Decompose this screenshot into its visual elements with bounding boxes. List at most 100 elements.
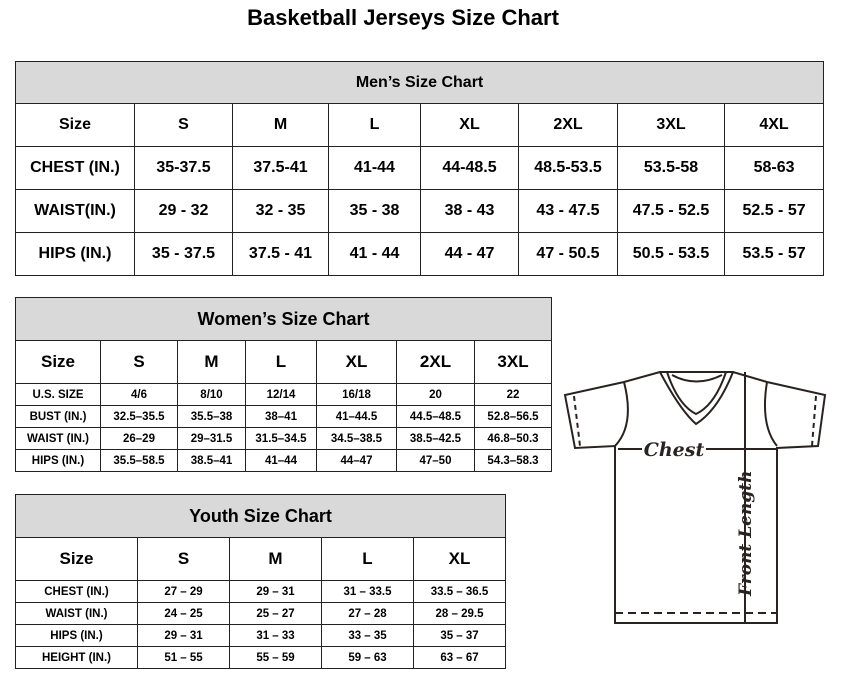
- table-cell: 31 – 33: [229, 624, 322, 647]
- table-cell: L: [328, 103, 421, 147]
- table-cell: 41–44.5: [316, 405, 397, 428]
- table-cell: 26–29: [100, 427, 178, 450]
- row-label: WAIST(IN.): [15, 189, 135, 233]
- table-cell: 38.5–42.5: [396, 427, 475, 450]
- table-cell: 3XL: [617, 103, 725, 147]
- table-cell: 59 – 63: [321, 646, 414, 669]
- table-cell: XL: [316, 340, 397, 384]
- womens-size-table: Women’s Size Chart Size S M L XL 2XL 3XL U.S. S…: [14, 297, 553, 472]
- table-cell: 63 – 67: [412, 646, 507, 669]
- table-row: CHEST (IN.) 27 – 29 29 – 31 31 – 33.5 33.5 –…: [15, 580, 507, 603]
- table-cell: 25 – 27: [229, 602, 322, 625]
- table-cell: 41-44: [328, 146, 421, 190]
- table-row: HIPS (IN.) 35 - 37.5 37.5 - 41 41 - 44 44 - …: [15, 232, 825, 276]
- table-cell: 52.5 - 57: [723, 189, 825, 233]
- table-cell: 55 – 59: [229, 646, 322, 669]
- table-cell: 47–50: [396, 449, 475, 472]
- mens-chart-heading: Men’s Size Chart: [14, 61, 825, 104]
- youth-chart-heading: Youth Size Chart: [14, 494, 507, 538]
- table-cell: 35.5–58.5: [100, 449, 178, 472]
- table-cell: 47.5 - 52.5: [617, 189, 725, 233]
- table-cell: 51 – 55: [137, 646, 230, 669]
- row-label: WAIST (IN.): [15, 602, 138, 625]
- table-cell: 41–44: [245, 449, 317, 472]
- row-label: Size: [15, 103, 135, 147]
- table-cell: 8/10: [177, 383, 246, 406]
- row-label: WAIST (IN.): [15, 427, 101, 450]
- row-label: CHEST (IN.): [15, 146, 135, 190]
- table-cell: S: [137, 537, 230, 581]
- table-row: WAIST (IN.) 26–29 29–31.5 31.5–34.5 34.5–38.…: [15, 427, 553, 450]
- table-cell: 3XL: [473, 340, 553, 384]
- jersey-measurement-diagram: Chest Front Length: [563, 371, 827, 624]
- table-row: HIPS (IN.) 35.5–58.5 38.5–41 41–44 44–47 47–5…: [15, 449, 553, 472]
- table-cell: 48.5-53.5: [518, 146, 618, 190]
- row-label: Size: [15, 537, 138, 581]
- table-row: WAIST(IN.) 29 - 32 32 - 35 35 - 38 38 - 43 43…: [15, 189, 825, 233]
- table-cell: S: [100, 340, 178, 384]
- table-row: CHEST (IN.) 35-37.5 37.5-41 41-44 44-48.5 48.…: [15, 146, 825, 190]
- table-cell: 43 - 47.5: [518, 189, 618, 233]
- table-cell: 50.5 - 53.5: [617, 232, 725, 276]
- table-cell: 37.5-41: [232, 146, 329, 190]
- table-cell: 35 - 38: [328, 189, 421, 233]
- row-label: HIPS (IN.): [15, 232, 135, 276]
- table-cell: 32 - 35: [232, 189, 329, 233]
- table-cell: 31 – 33.5: [321, 580, 414, 603]
- table-cell: 27 – 28: [321, 602, 414, 625]
- row-label: HIPS (IN.): [15, 449, 101, 472]
- table-cell: 29 – 31: [229, 580, 322, 603]
- table-cell: 35 - 37.5: [134, 232, 233, 276]
- front-length-label: Front Length: [736, 471, 756, 597]
- table-cell: 24 – 25: [137, 602, 230, 625]
- table-cell: 29–31.5: [177, 427, 246, 450]
- table-cell: 38–41: [245, 405, 317, 428]
- table-cell: 31.5–34.5: [245, 427, 317, 450]
- table-cell: M: [177, 340, 246, 384]
- size-header-row: Size S M L XL 2XL 3XL: [15, 340, 553, 384]
- size-header-row: Size S M L XL 2XL 3XL 4XL: [15, 103, 825, 147]
- table-cell: 2XL: [518, 103, 618, 147]
- table-cell: 47 - 50.5: [518, 232, 618, 276]
- page-title: Basketball Jerseys Size Chart: [247, 5, 559, 30]
- womens-chart-heading: Women’s Size Chart: [14, 297, 553, 341]
- table-cell: 12/14: [245, 383, 317, 406]
- table-cell: M: [232, 103, 329, 147]
- table-row: HEIGHT (IN.) 51 – 55 55 – 59 59 – 63 63 – 67: [15, 646, 507, 669]
- mens-size-table: Men’s Size Chart Size S M L XL 2XL 3XL 4XL CHEST…: [14, 61, 825, 276]
- table-cell: S: [134, 103, 233, 147]
- table-cell: 58-63: [723, 146, 825, 190]
- table-cell: 35-37.5: [134, 146, 233, 190]
- table-cell: 32.5–35.5: [100, 405, 178, 428]
- table-row: U.S. SIZE 4/6 8/10 12/14 16/18 20 22: [15, 383, 553, 406]
- table-cell: 4XL: [723, 103, 825, 147]
- table-cell: 2XL: [396, 340, 475, 384]
- table-cell: 33.5 – 36.5: [412, 580, 507, 603]
- row-label: BUST (IN.): [15, 405, 101, 428]
- table-cell: 38.5–41: [177, 449, 246, 472]
- table-cell: XL: [412, 537, 507, 581]
- table-cell: 16/18: [316, 383, 397, 406]
- row-label: HIPS (IN.): [15, 624, 138, 647]
- table-cell: 34.5–38.5: [316, 427, 397, 450]
- table-cell: L: [321, 537, 414, 581]
- table-cell: 41 - 44: [328, 232, 421, 276]
- table-row: BUST (IN.) 32.5–35.5 35.5–38 38–41 41–44.5 44…: [15, 405, 553, 428]
- table-cell: 53.5 - 57: [723, 232, 825, 276]
- table-cell: 20: [396, 383, 475, 406]
- table-cell: 29 - 32: [134, 189, 233, 233]
- table-cell: 44–47: [316, 449, 397, 472]
- table-cell: 22: [473, 383, 553, 406]
- table-cell: 52.8–56.5: [473, 405, 553, 428]
- table-cell: M: [229, 537, 322, 581]
- table-cell: 44.5–48.5: [396, 405, 475, 428]
- table-cell: 44-48.5: [420, 146, 519, 190]
- row-label: U.S. SIZE: [15, 383, 101, 406]
- chest-label: Chest: [644, 439, 705, 461]
- table-cell: 38 - 43: [420, 189, 519, 233]
- row-label: CHEST (IN.): [15, 580, 138, 603]
- size-header-row: Size S M L XL: [15, 537, 507, 581]
- table-cell: 4/6: [100, 383, 178, 406]
- table-cell: 37.5 - 41: [232, 232, 329, 276]
- table-cell: 28 – 29.5: [412, 602, 507, 625]
